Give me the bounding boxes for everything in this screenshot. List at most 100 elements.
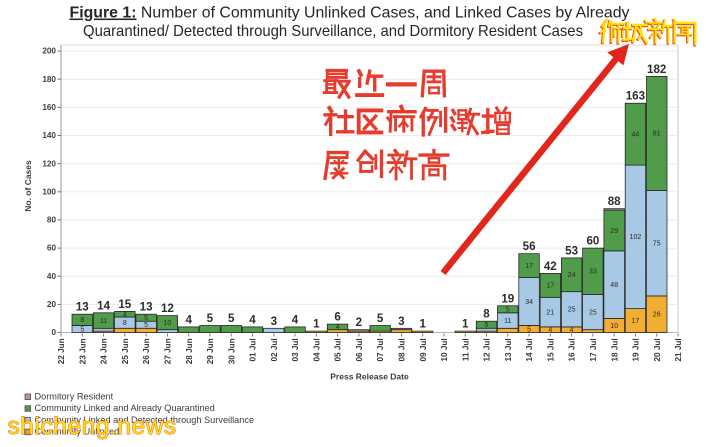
svg-text:53: 53 [565, 244, 578, 257]
svg-text:120: 120 [42, 159, 56, 168]
svg-text:17: 17 [546, 283, 554, 290]
svg-text:17: 17 [632, 318, 640, 325]
svg-text:10: 10 [610, 323, 618, 330]
svg-text:33: 33 [589, 269, 597, 276]
svg-text:140: 140 [42, 131, 56, 140]
svg-text:Community Unlinked: Community Unlinked [35, 427, 120, 437]
svg-text:15 Jul: 15 Jul [546, 338, 555, 361]
svg-text:8: 8 [483, 308, 490, 321]
svg-text:60: 60 [586, 235, 599, 248]
svg-text:42: 42 [544, 260, 557, 273]
svg-text:26: 26 [653, 312, 661, 319]
svg-text:4: 4 [185, 313, 192, 326]
svg-text:08 Jul: 08 Jul [398, 338, 407, 361]
svg-text:2: 2 [356, 316, 362, 329]
svg-text:28 Jun: 28 Jun [185, 338, 194, 364]
svg-text:5: 5 [377, 312, 384, 325]
svg-text:4: 4 [123, 312, 127, 319]
svg-text:34: 34 [525, 299, 533, 306]
svg-text:02 Jul: 02 Jul [270, 338, 279, 361]
svg-text:4: 4 [570, 327, 574, 334]
svg-text:04 Jul: 04 Jul [312, 338, 321, 361]
svg-text:13 Jul: 13 Jul [504, 338, 513, 361]
svg-text:Community Linked and Detected: Community Linked and Detected through Su… [35, 415, 255, 425]
svg-text:24: 24 [568, 272, 576, 279]
svg-text:75: 75 [653, 241, 661, 248]
svg-text:Figure 1: Number of Community: Figure 1: Number of Community Unlinked C… [70, 5, 630, 22]
svg-text:No. of Cases: No. of Cases [23, 160, 33, 212]
svg-text:25: 25 [568, 307, 576, 314]
svg-text:11 Jul: 11 Jul [461, 338, 470, 361]
svg-text:Press Release Date: Press Release Date [330, 372, 409, 382]
svg-text:17: 17 [525, 263, 533, 270]
svg-text:30 Jun: 30 Jun [227, 338, 236, 364]
svg-text:4: 4 [292, 313, 299, 326]
svg-text:01 Jul: 01 Jul [249, 338, 258, 361]
svg-text:1: 1 [419, 318, 426, 331]
svg-text:6: 6 [334, 311, 341, 324]
svg-text:3: 3 [398, 315, 405, 328]
svg-text:Dormitory Resident: Dormitory Resident [35, 391, 114, 401]
svg-text:0: 0 [51, 328, 56, 337]
svg-text:11: 11 [504, 318, 511, 325]
svg-text:29: 29 [610, 228, 618, 235]
svg-text:Quarantined/ Detected through: Quarantined/ Detected through Surveillan… [83, 23, 583, 40]
svg-text:5: 5 [485, 322, 489, 329]
svg-text:4: 4 [249, 313, 256, 326]
svg-text:8: 8 [80, 317, 84, 324]
svg-text:5: 5 [80, 326, 84, 333]
svg-text:13: 13 [140, 301, 153, 314]
svg-text:16 Jul: 16 Jul [568, 338, 577, 361]
svg-text:21: 21 [546, 309, 554, 316]
svg-text:5: 5 [144, 322, 148, 329]
svg-text:26 Jun: 26 Jun [142, 338, 151, 364]
svg-text:180: 180 [42, 75, 56, 84]
svg-text:81: 81 [653, 131, 661, 138]
svg-text:5: 5 [506, 307, 510, 314]
svg-text:20: 20 [47, 300, 57, 309]
svg-text:182: 182 [647, 63, 666, 76]
svg-text:14: 14 [97, 299, 110, 312]
svg-text:40: 40 [47, 272, 57, 281]
svg-text:5: 5 [228, 312, 235, 325]
svg-text:80: 80 [47, 216, 57, 225]
svg-text:11: 11 [100, 318, 107, 325]
svg-text:102: 102 [630, 234, 642, 241]
svg-text:48: 48 [610, 282, 618, 289]
svg-text:25: 25 [589, 309, 597, 316]
svg-text:4: 4 [548, 327, 552, 334]
svg-text:25 Jun: 25 Jun [121, 338, 130, 364]
svg-text:Community Linked and Already Q: Community Linked and Already Quarantined [35, 403, 215, 413]
svg-text:17 Jul: 17 Jul [589, 338, 598, 361]
svg-text:12: 12 [161, 302, 174, 315]
svg-text:27 Jun: 27 Jun [164, 338, 173, 364]
svg-text:12 Jul: 12 Jul [483, 338, 492, 361]
svg-text:8: 8 [123, 320, 127, 327]
svg-text:13: 13 [76, 301, 89, 314]
svg-text:5: 5 [527, 326, 531, 333]
svg-text:19 Jul: 19 Jul [632, 338, 641, 361]
svg-text:23 Jun: 23 Jun [78, 338, 87, 364]
svg-text:03 Jul: 03 Jul [291, 338, 300, 361]
svg-text:5: 5 [144, 315, 148, 322]
svg-text:44: 44 [632, 131, 640, 138]
svg-text:07 Jul: 07 Jul [376, 338, 385, 361]
svg-text:160: 160 [42, 103, 56, 112]
svg-text:10: 10 [164, 320, 172, 327]
svg-text:19: 19 [501, 292, 514, 305]
svg-text:1: 1 [462, 318, 469, 331]
svg-text:163: 163 [626, 90, 646, 103]
svg-text:3: 3 [271, 315, 278, 328]
svg-text:4: 4 [336, 324, 340, 331]
svg-text:60: 60 [47, 244, 57, 253]
svg-text:200: 200 [42, 47, 56, 56]
svg-text:1: 1 [313, 318, 320, 331]
svg-text:29 Jun: 29 Jun [206, 338, 215, 364]
svg-text:22 Jun: 22 Jun [57, 338, 66, 364]
svg-text:20 Jul: 20 Jul [653, 338, 662, 361]
svg-text:5: 5 [207, 312, 214, 325]
svg-text:100: 100 [42, 187, 56, 196]
svg-text:88: 88 [608, 195, 621, 208]
svg-text:09 Jul: 09 Jul [419, 338, 428, 361]
svg-text:06 Jul: 06 Jul [355, 338, 364, 361]
